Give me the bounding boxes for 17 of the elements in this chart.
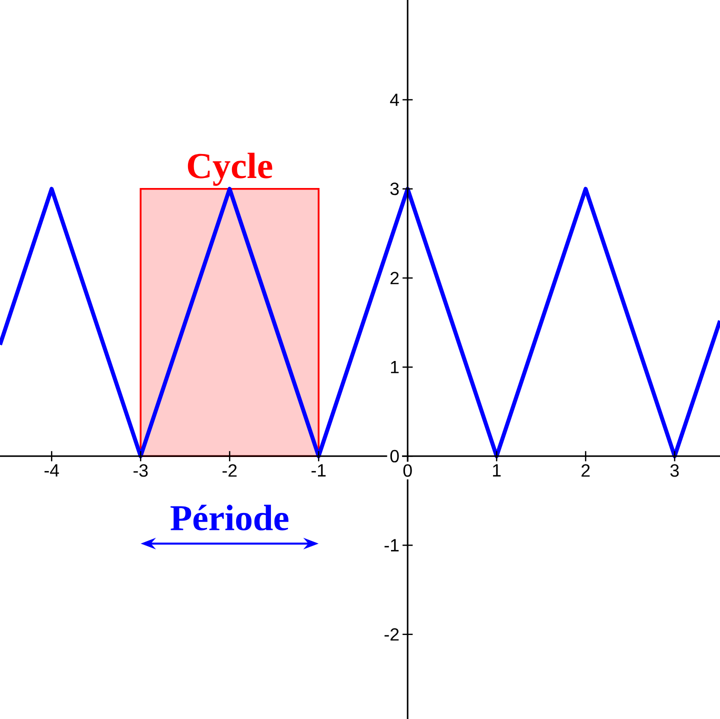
series-label: Cycle xyxy=(188,152,272,186)
y-tick-label: 1 xyxy=(391,360,399,374)
x-tick-label: -3 xyxy=(134,464,148,477)
x-tick-label: -1 xyxy=(312,464,326,476)
x-tick-label: 3 xyxy=(670,464,679,477)
y-tick-label: 4 xyxy=(390,94,399,106)
y-tick-label: -1 xyxy=(384,539,399,552)
y-tick-label: 3 xyxy=(390,182,399,196)
annotation: Période xyxy=(170,504,288,530)
y-tick-label: 0 xyxy=(390,450,399,462)
x-tick-label: -2 xyxy=(222,464,237,477)
y-tick-label: 2 xyxy=(390,272,399,284)
y-tick-label: -2 xyxy=(384,628,399,641)
x-tick-label: 2 xyxy=(582,464,590,477)
x-tick-label: -4 xyxy=(44,464,59,476)
x-tick-label: 0 xyxy=(403,464,412,477)
x-tick-label: 1 xyxy=(493,464,501,476)
